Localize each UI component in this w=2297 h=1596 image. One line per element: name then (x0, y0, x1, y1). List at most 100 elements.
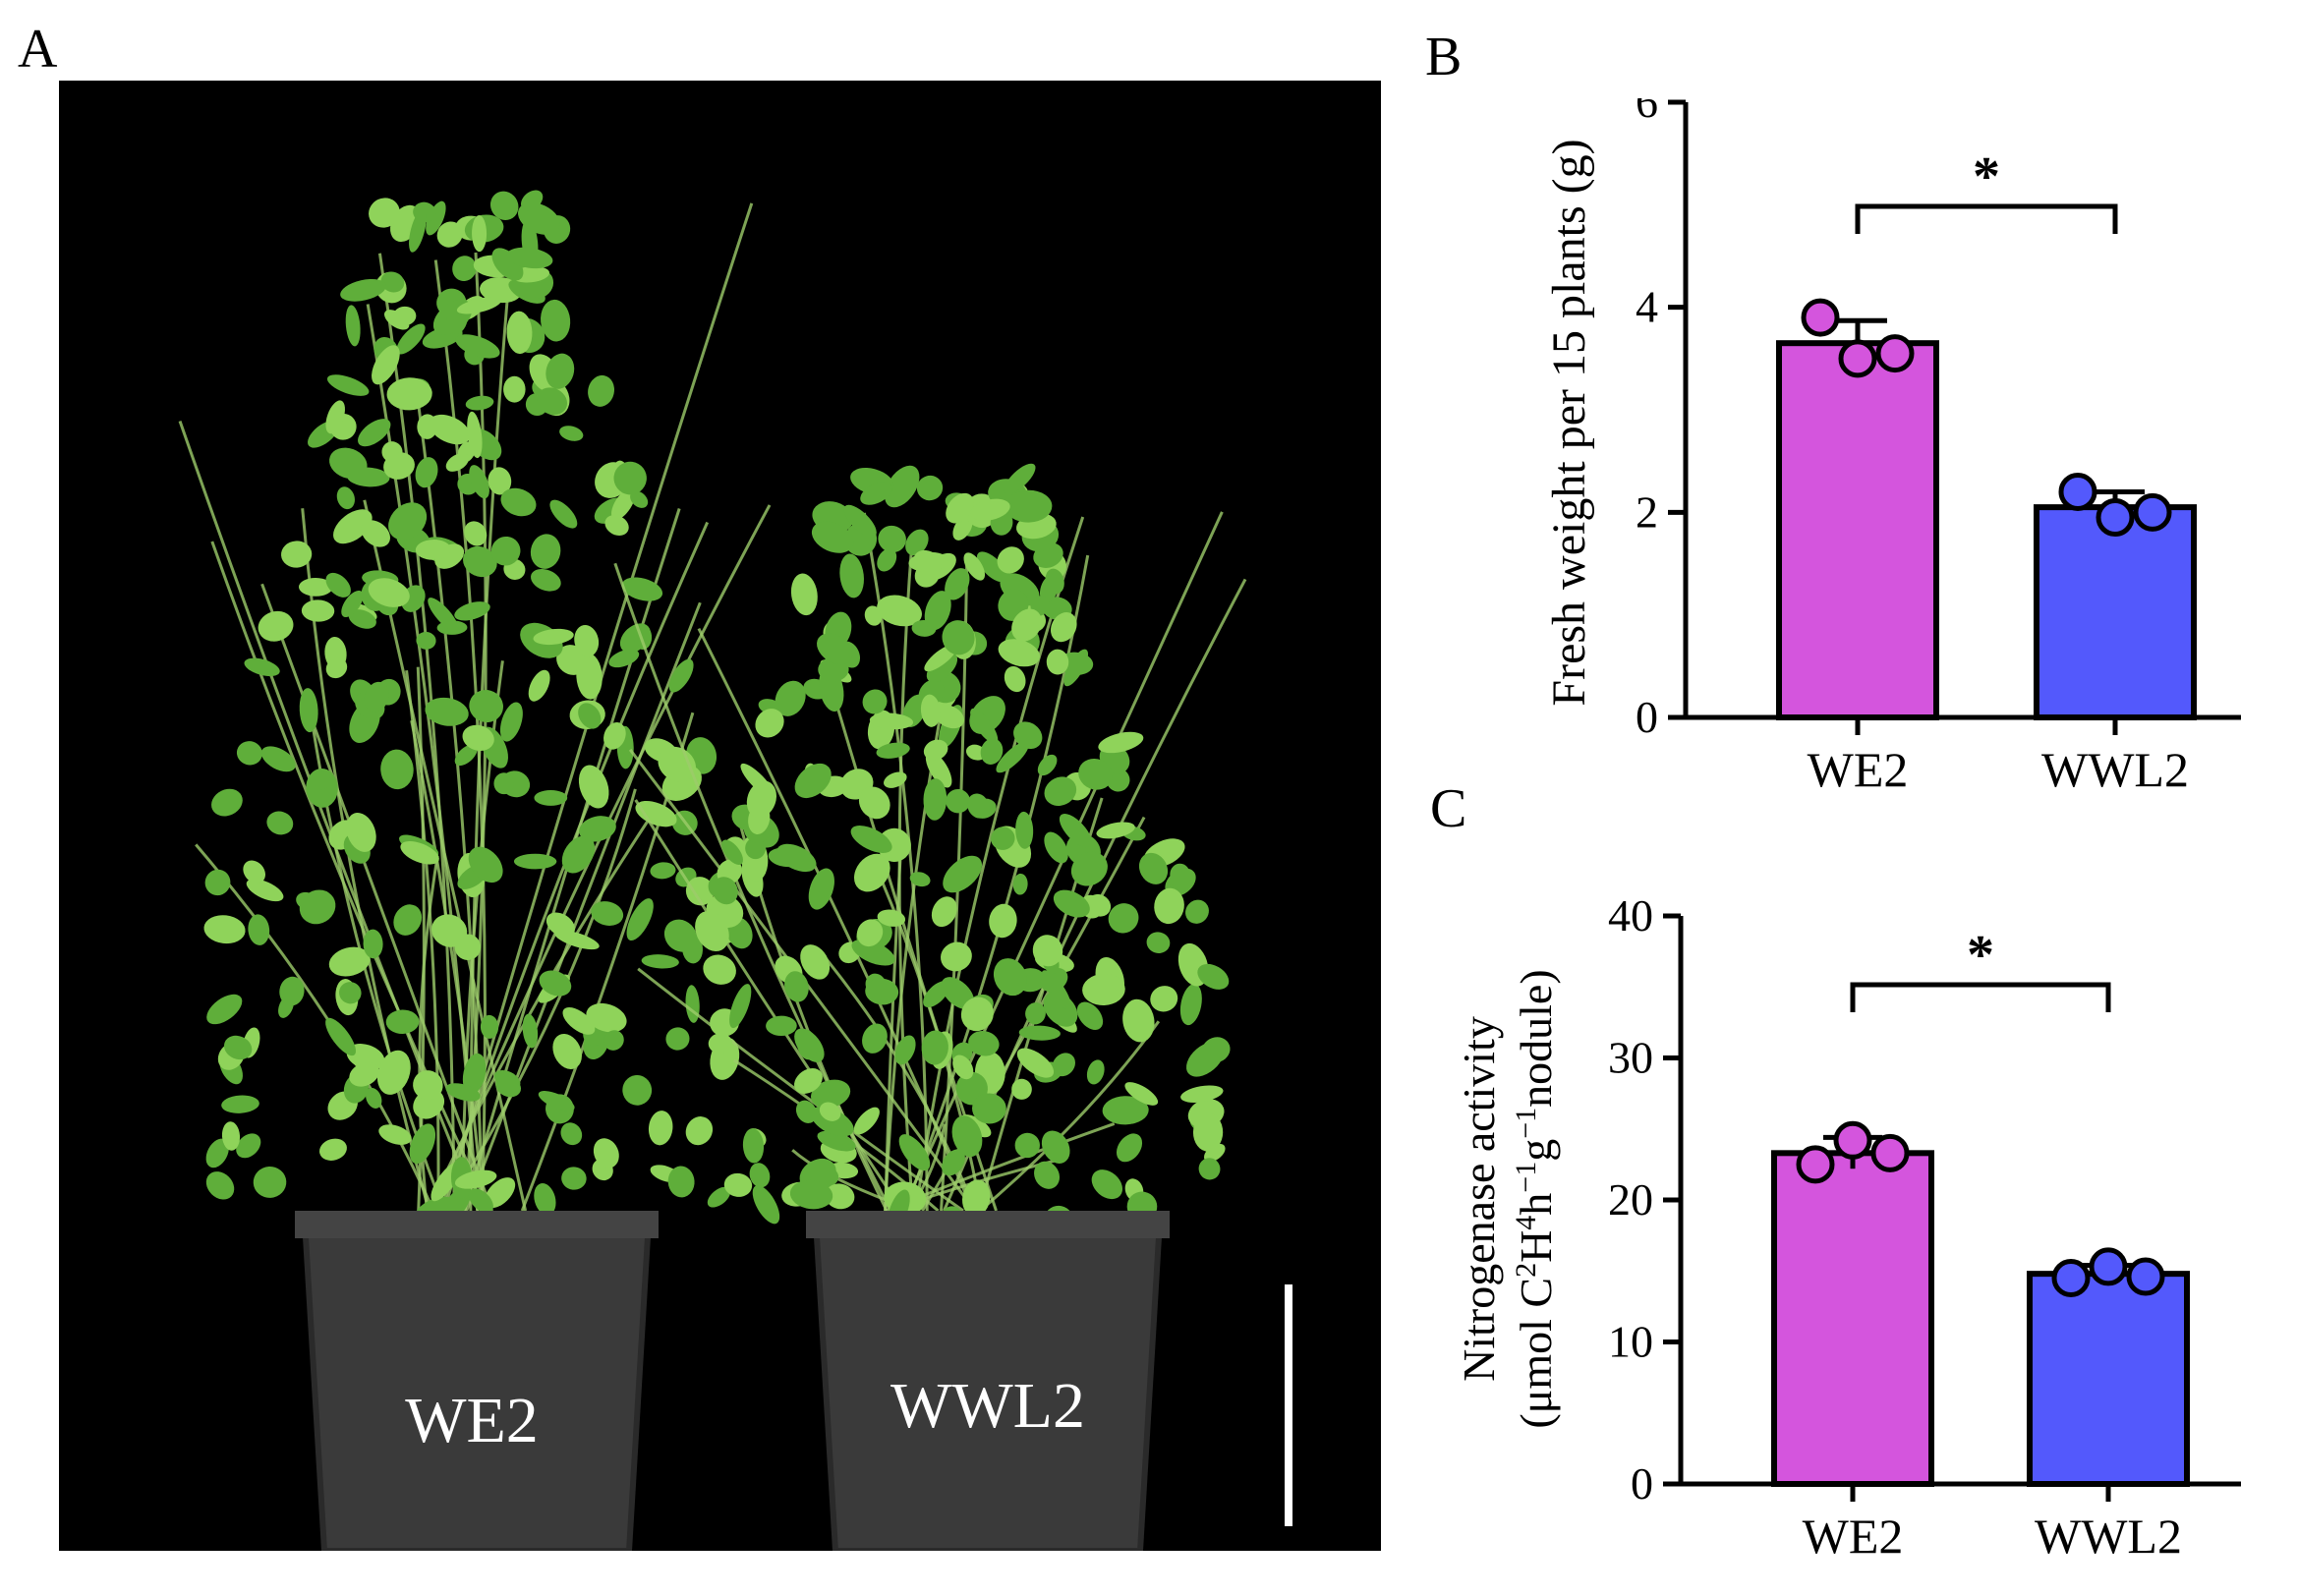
leaf (621, 577, 663, 601)
leaf (1091, 1169, 1123, 1200)
leaf (1037, 754, 1058, 776)
leaf (431, 914, 468, 947)
leaf (1116, 1133, 1143, 1163)
leaf (942, 1149, 965, 1176)
leaf (808, 868, 834, 910)
leaf (877, 909, 906, 927)
leaf (1016, 1048, 1055, 1078)
leaf (462, 724, 494, 751)
data-point (2058, 472, 2097, 511)
leaf (500, 487, 537, 517)
y-tick-label: 6 (1636, 98, 1658, 127)
bar-we2 (1771, 1150, 1934, 1487)
leaf (462, 1053, 487, 1095)
leaf (489, 191, 519, 220)
stem (410, 719, 486, 1212)
leaf (856, 919, 884, 947)
leaf (1013, 721, 1043, 749)
leaf (970, 498, 1010, 521)
leaf (603, 722, 626, 750)
leaf (413, 1070, 443, 1101)
leaf (533, 628, 574, 646)
leaf (372, 345, 400, 385)
leaf (1053, 889, 1090, 918)
leaf (663, 919, 697, 952)
stem (884, 849, 902, 1212)
leaf (630, 490, 649, 508)
leaf (429, 414, 471, 445)
leaf (530, 568, 561, 592)
leaf (878, 525, 906, 553)
leaf (266, 811, 294, 835)
leaf (920, 694, 941, 727)
leaf (613, 461, 647, 495)
leaf (926, 653, 958, 683)
x-tick-label-wwl2: WWL2 (2035, 1509, 2182, 1564)
leaf (346, 813, 376, 852)
leaf (1180, 1085, 1224, 1103)
stem (825, 957, 977, 1212)
leaf (469, 465, 489, 499)
leaf (608, 649, 640, 668)
leaf (204, 869, 231, 896)
leaf (260, 746, 296, 772)
leaf (972, 1093, 1006, 1124)
leaf (931, 896, 957, 928)
leaf (380, 271, 405, 293)
leaf (877, 595, 922, 627)
leaf (561, 1167, 587, 1190)
leaf (811, 521, 854, 553)
leaf (839, 553, 864, 598)
y-axis-label: Fresh weight per 15 plants (g) (1543, 139, 1595, 706)
leaf (952, 1054, 974, 1080)
leaf (409, 208, 427, 253)
leaf (368, 578, 410, 607)
leaf (506, 311, 533, 355)
stem (634, 799, 904, 1212)
leaf (396, 323, 426, 355)
leaf (695, 910, 729, 952)
leaf (1005, 489, 1053, 523)
leaf (819, 1102, 841, 1121)
stem (443, 788, 637, 1212)
leaf (416, 631, 436, 650)
significance-star: * (1967, 925, 1994, 986)
leaf (853, 853, 890, 892)
leaf (703, 954, 736, 985)
leaf (1102, 1096, 1149, 1125)
leaf (755, 709, 784, 738)
leaf (534, 1182, 556, 1216)
leaf (745, 837, 767, 860)
leaf (1034, 1161, 1061, 1189)
leaf (560, 1122, 583, 1146)
y-tick-label: 40 (1608, 890, 1653, 940)
leaf (784, 971, 809, 1002)
leaf (648, 1111, 673, 1146)
leaf (491, 248, 524, 281)
leaf (1096, 822, 1135, 839)
leaf (378, 1124, 412, 1145)
leaf (591, 901, 624, 926)
leaf (319, 1138, 347, 1161)
leaf (258, 610, 294, 642)
leaf (766, 1015, 797, 1037)
leaf (562, 1006, 596, 1035)
leaf (817, 633, 853, 665)
leaf (789, 1179, 833, 1210)
leaf (641, 954, 679, 969)
leaf (1138, 852, 1169, 884)
leaf (898, 1134, 931, 1171)
leaf (506, 247, 553, 269)
leaf (415, 457, 438, 488)
leaf (1124, 1082, 1159, 1106)
leaf (472, 215, 488, 253)
leaf (862, 1023, 888, 1054)
leaf (860, 482, 892, 505)
leaf (1018, 1025, 1061, 1041)
leaf (1015, 811, 1034, 849)
leaf (853, 1107, 880, 1135)
significance-bracket (1855, 203, 2118, 234)
leaf (603, 1030, 624, 1051)
leaf (951, 1115, 983, 1158)
leaf (385, 1009, 420, 1035)
